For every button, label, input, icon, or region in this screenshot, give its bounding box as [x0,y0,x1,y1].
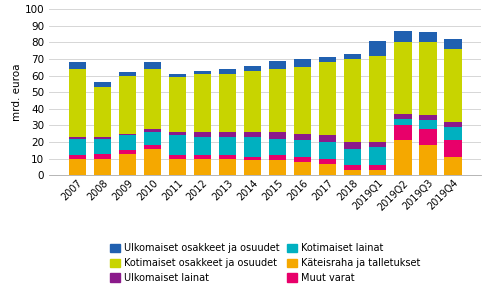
Bar [444,140,462,157]
Bar [119,76,136,134]
Bar [219,132,236,137]
Bar [94,137,111,139]
Bar [394,119,411,125]
Bar [369,41,386,56]
Bar [94,153,111,159]
Bar [319,164,336,175]
Bar [169,74,186,77]
Bar [344,149,361,165]
Bar [419,145,436,175]
Bar [219,74,236,132]
Bar [194,132,211,137]
Y-axis label: mrd. euroa: mrd. euroa [12,63,22,121]
Bar [419,115,436,120]
Bar [344,170,361,175]
Bar [369,170,386,175]
Bar [394,125,411,140]
Bar [369,165,386,170]
Bar [194,159,211,175]
Bar [319,57,336,62]
Bar [344,54,361,59]
Bar [144,149,162,175]
Bar [344,165,361,170]
Bar [294,162,311,175]
Bar [294,157,311,162]
Bar [194,71,211,74]
Bar [394,42,411,114]
Bar [344,142,361,149]
Bar [269,155,286,160]
Bar [119,150,136,153]
Bar [69,139,86,155]
Bar [144,145,162,149]
Bar [269,60,286,69]
Bar [394,31,411,42]
Bar [144,69,162,129]
Bar [69,155,86,159]
Bar [294,67,311,134]
Bar [394,140,411,175]
Bar [319,135,336,142]
Legend: Ulkomaiset osakkeet ja osuudet, Kotimaiset osakkeet ja osuudet, Ulkomaiset laina: Ulkomaiset osakkeet ja osuudet, Kotimais… [110,243,420,283]
Bar [244,157,261,160]
Bar [244,132,261,137]
Bar [169,159,186,175]
Bar [194,74,211,132]
Bar [144,129,162,132]
Bar [119,134,136,135]
Bar [244,160,261,175]
Bar [94,159,111,175]
Bar [269,132,286,139]
Bar [169,155,186,159]
Bar [169,135,186,155]
Bar [244,137,261,157]
Bar [194,155,211,159]
Bar [119,135,136,150]
Bar [344,59,361,142]
Bar [369,56,386,142]
Bar [294,134,311,140]
Bar [419,120,436,129]
Bar [269,69,286,132]
Bar [144,62,162,69]
Bar [244,66,261,71]
Bar [169,77,186,132]
Bar [119,153,136,175]
Bar [94,82,111,87]
Bar [444,122,462,127]
Bar [194,137,211,155]
Bar [294,59,311,67]
Bar [119,72,136,76]
Bar [419,32,436,42]
Bar [419,42,436,115]
Bar [69,62,86,69]
Bar [219,159,236,175]
Bar [69,69,86,137]
Bar [444,157,462,175]
Bar [419,129,436,145]
Bar [244,71,261,132]
Bar [394,114,411,119]
Bar [319,159,336,164]
Bar [269,160,286,175]
Bar [444,49,462,122]
Bar [144,132,162,145]
Bar [219,155,236,159]
Bar [219,137,236,155]
Bar [169,132,186,135]
Bar [444,127,462,140]
Bar [94,139,111,153]
Bar [319,62,336,135]
Bar [369,142,386,147]
Bar [369,147,386,165]
Bar [94,87,111,137]
Bar [444,39,462,49]
Bar [294,140,311,157]
Bar [69,137,86,139]
Bar [219,69,236,74]
Bar [269,139,286,155]
Bar [69,159,86,175]
Bar [319,142,336,159]
